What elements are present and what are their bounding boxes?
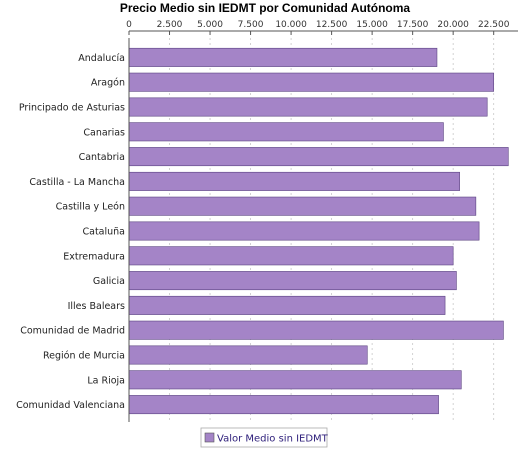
bar: [128, 196, 477, 216]
x-tick-label: 0: [126, 20, 132, 30]
bars: [128, 47, 509, 415]
legend-label: Valor Medio sin IEDMT: [217, 434, 329, 445]
x-axis: 0 2.500 5.000 7.500 10.000 12.500 15.000 17.500…: [126, 20, 518, 35]
category-label: Cataluña: [82, 227, 125, 238]
category-label: Principado de Asturias: [19, 103, 125, 114]
bar: [128, 295, 446, 315]
legend-swatch: [204, 432, 215, 443]
bar: [128, 221, 480, 241]
bar: [128, 97, 488, 117]
bar: [128, 246, 454, 266]
x-tick-label: 2.500: [157, 20, 183, 30]
bar: [128, 47, 438, 67]
category-label: La Rioja: [87, 375, 125, 386]
bar: [128, 395, 439, 415]
category-label: Aragón: [91, 78, 125, 89]
bar: [128, 345, 368, 365]
x-tick-label: 22.500: [478, 20, 510, 30]
category-label: Castilla y León: [56, 202, 125, 213]
y-axis-labels: Andalucía Aragón Principado de Asturias Can…: [16, 53, 125, 411]
category-label: Andalucía: [78, 53, 125, 64]
category-label: Castilla - La Mancha: [29, 177, 125, 188]
bar: [128, 320, 504, 340]
x-tick-label: 15.000: [356, 20, 388, 30]
x-tick-label: 17.500: [397, 20, 429, 30]
chart-title: Precio Medio sin IEDMT por Comunidad Aut…: [120, 1, 411, 15]
category-label: Comunidad Valenciana: [16, 400, 125, 411]
category-label: Canarias: [83, 127, 125, 138]
category-label: Illes Balears: [68, 301, 125, 312]
legend-box: [200, 427, 328, 448]
bar: [128, 171, 460, 191]
x-tick-label: 20.000: [437, 20, 469, 30]
x-tick-label: 10.000: [275, 20, 307, 30]
bar: [128, 370, 462, 390]
x-tick-label: 7.500: [238, 20, 264, 30]
x-tick-label: 12.500: [316, 20, 348, 30]
bar: [128, 147, 509, 167]
x-tick-label: 5.000: [197, 20, 223, 30]
bar: [128, 271, 457, 291]
legend: Valor Medio sin IEDMT: [200, 427, 329, 448]
bar: [128, 72, 494, 92]
category-label: Región de Murcia: [43, 351, 125, 362]
bar: [128, 122, 444, 142]
category-label: Galicia: [93, 276, 125, 287]
category-label: Comunidad de Madrid: [20, 326, 125, 337]
category-label: Cantabria: [79, 152, 125, 163]
category-label: Extremadura: [63, 251, 125, 262]
